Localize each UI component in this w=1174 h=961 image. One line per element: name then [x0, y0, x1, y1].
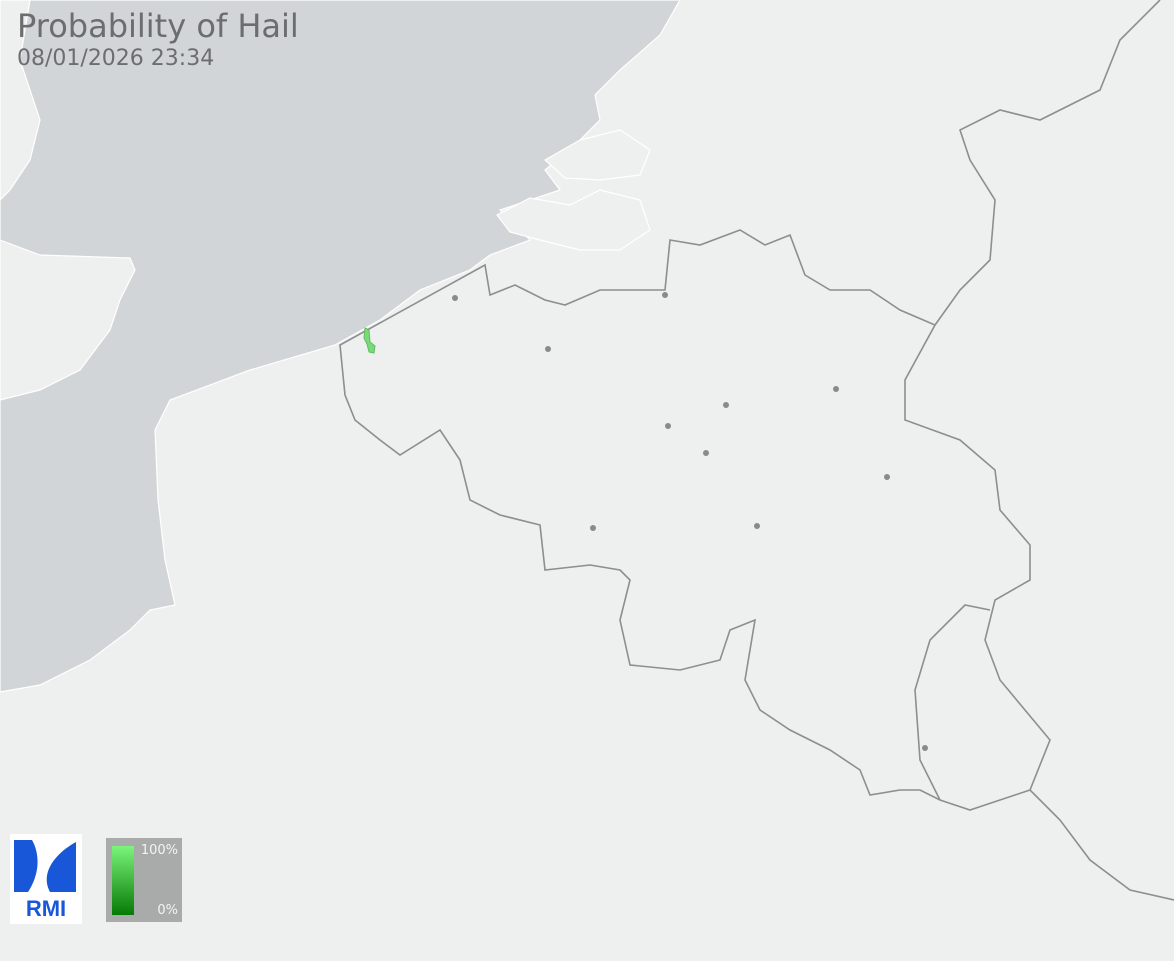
zeeland-islands	[496, 189, 651, 251]
rmi-logo-icon	[14, 840, 76, 892]
legend-min-label: 0%	[157, 903, 178, 918]
city-dot	[723, 402, 729, 408]
england-land-north	[0, 0, 41, 201]
city-dot	[590, 525, 596, 531]
probability-legend: 100% 0%	[106, 838, 182, 922]
city-dots	[452, 292, 928, 751]
city-dot	[545, 346, 551, 352]
city-dot	[833, 386, 839, 392]
map-timestamp: 08/01/2026 23:34	[17, 46, 215, 71]
luxembourg-border	[914, 604, 991, 801]
england-land	[0, 239, 136, 401]
city-dot	[754, 523, 760, 529]
city-dot	[703, 450, 709, 456]
legend-max-label: 100%	[140, 843, 178, 858]
germany-border-south	[1029, 789, 1174, 901]
map-title: Probability of Hail	[17, 7, 299, 45]
city-dot	[922, 745, 928, 751]
city-dot	[665, 423, 671, 429]
city-dot	[884, 474, 890, 480]
legend-color-bar	[112, 846, 134, 915]
germany-border	[934, 0, 1161, 326]
rmi-logo-text: RMI	[25, 896, 67, 921]
belgium-border	[339, 229, 1051, 811]
rmi-logo: RMI	[10, 834, 82, 924]
zeeland-islands-2	[543, 129, 651, 181]
city-dot	[452, 295, 458, 301]
hail-probability-area	[363, 327, 376, 354]
sea	[0, 0, 681, 693]
city-dot	[662, 292, 668, 298]
